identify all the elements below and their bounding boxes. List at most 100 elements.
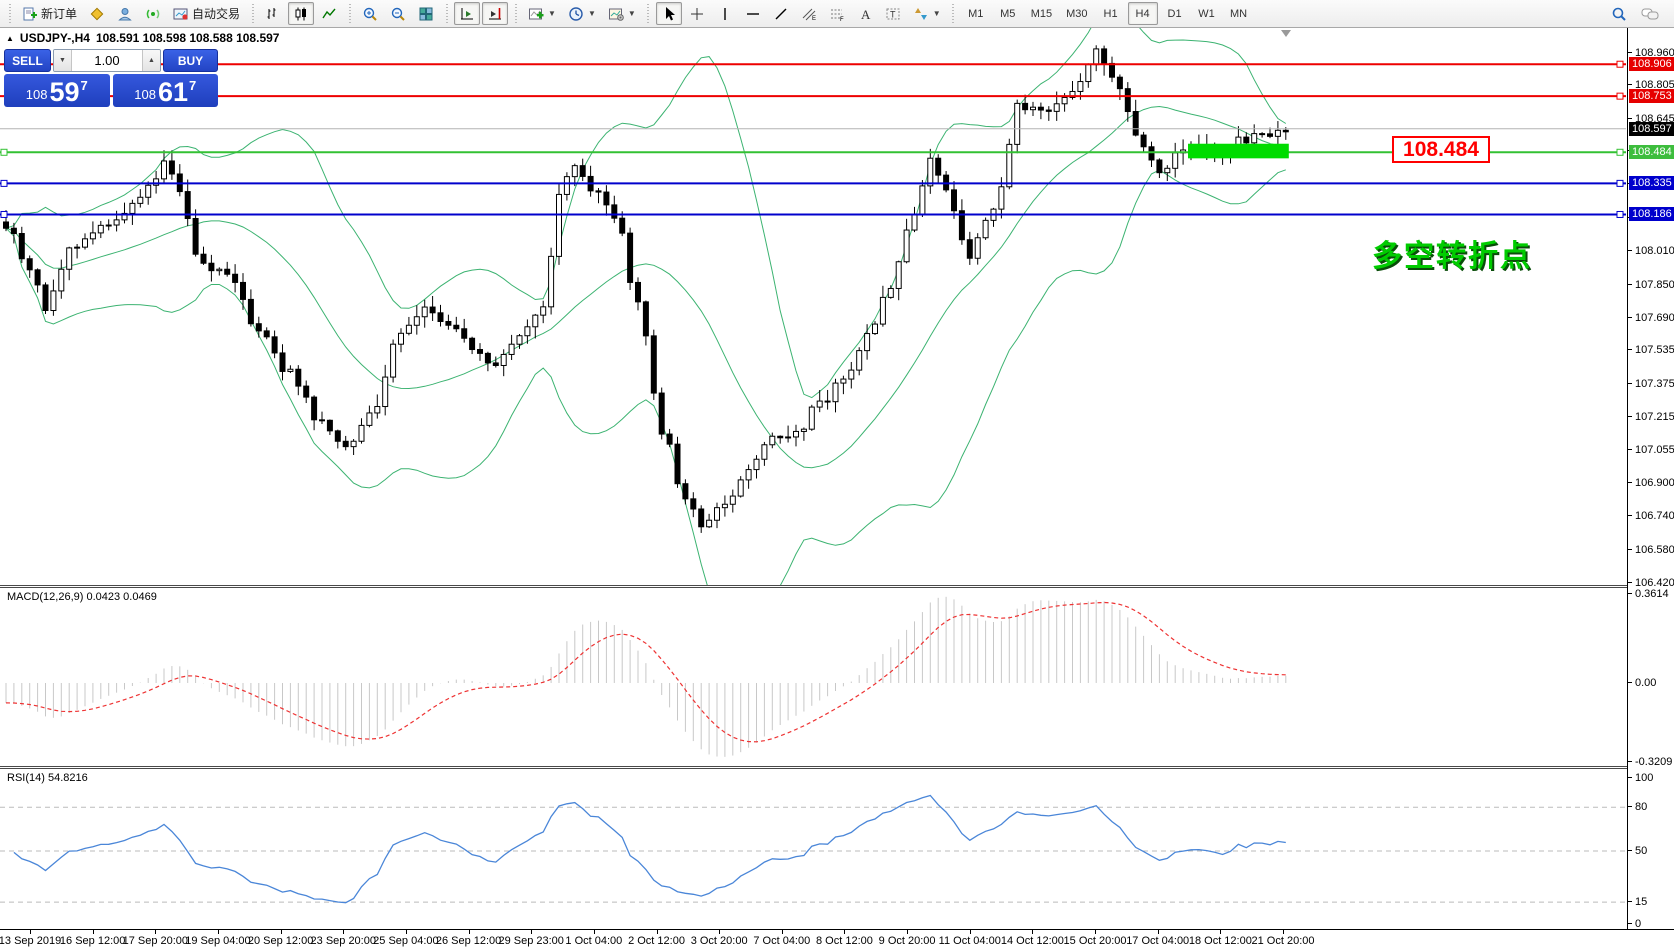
candlestick-button[interactable] [288,2,315,25]
timeframe-button-d1[interactable]: D1 [1160,2,1190,25]
arrows-button[interactable]: ▼ [908,2,946,25]
macd-chart[interactable] [0,588,1627,766]
vertical-line-button[interactable] [712,2,738,25]
time-axis-label: 29 Sep 23:00 [498,935,564,947]
rsi-tick-label: 100 [1628,771,1653,785]
timeframe-button-h4[interactable]: H4 [1127,2,1158,25]
bar-chart-icon [265,6,281,22]
community-button[interactable] [112,2,138,25]
zoom-in-button[interactable] [357,2,383,25]
text-label-button[interactable]: T [880,2,906,25]
time-tick [531,930,533,934]
time-axis-label: 15 Oct 20:00 [1063,935,1127,947]
rsi-chart[interactable] [0,769,1627,929]
cursor-button[interactable] [655,2,682,25]
volume-input[interactable]: 1.00 [72,50,142,71]
autoscroll-button[interactable] [454,2,481,25]
highlight-zone[interactable] [1188,143,1289,159]
search-button[interactable] [1606,2,1632,25]
chat-button[interactable] [1636,2,1664,25]
timeframe-button-m1[interactable]: M1 [961,2,991,25]
time-axis[interactable]: 13 Sep 2019 16 Sep 12:00 17 Sep 20:00 19 Se… [0,929,1674,950]
arrows-icon [913,6,929,22]
volume-decrease-button[interactable]: ▼ [54,50,72,71]
chart-pane-rsi[interactable]: RSI(14) 54.8216 [0,769,1627,929]
pane-splitter[interactable] [0,766,1674,769]
time-axis-label: 7 Oct 04:00 [753,935,811,947]
timeframe-button-m5[interactable]: M5 [993,2,1023,25]
candlestick-chart[interactable] [0,28,1627,585]
new-order-button[interactable]: 新订单 [17,2,82,25]
horizontal-lines-layer[interactable] [0,60,1626,218]
search-icon [1611,6,1627,22]
horizontal-line-button[interactable] [740,2,766,25]
price-line-label: 108.484 [1629,145,1674,160]
toolbar-grip[interactable] [513,3,519,24]
text-button[interactable]: A [852,2,878,25]
periods-button[interactable]: ▼ [563,2,601,25]
price-line-label: 108.597 [1629,121,1674,136]
time-axis-label: 2 Oct 12:00 [628,935,685,947]
toolbar-grip[interactable] [444,3,450,24]
bar-chart-button[interactable] [260,2,286,25]
turning-point-label[interactable]: 多空转折点 [1372,240,1532,273]
trendline-icon [773,6,789,22]
crosshair-icon [689,6,705,22]
toolbar-grip[interactable] [7,3,12,24]
crosshair-button[interactable] [684,2,710,25]
price-annotation-box[interactable]: 108.484 [1392,136,1490,163]
new-order-icon [22,6,38,22]
chart-pane-main[interactable]: ▲ USDJPY-,H4 108.591 108.598 108.588 108… [0,28,1627,585]
buy-button[interactable]: BUY [163,49,218,72]
toolbar-grip[interactable] [645,3,651,24]
timeframe-button-h1[interactable]: H1 [1096,2,1126,25]
macd-tick-label: 0.3614 [1628,587,1669,601]
chart-pane-macd[interactable]: MACD(12,26,9) 0.0423 0.0469 [0,588,1627,766]
toolbar-grip[interactable] [250,3,256,24]
timeframe-button-w1[interactable]: W1 [1192,2,1222,25]
bollinger-bands-layer [5,28,1287,585]
time-axis-label: 18 Oct 12:00 [1188,935,1252,947]
candlestick-icon [293,6,309,22]
trendline-button[interactable] [768,2,794,25]
sell-button[interactable]: SELL [4,49,51,72]
pane-splitter[interactable] [0,585,1674,588]
timeframe-button-mn[interactable]: MN [1224,2,1254,25]
channel-button[interactable]: E [796,2,822,25]
price-tick-label: 106.580 [1628,543,1674,557]
time-tick [468,930,470,934]
text-label-icon: T [885,6,901,22]
collapse-panel-icon[interactable]: ▲ [6,33,14,43]
volume-increase-button[interactable]: ▲ [142,50,160,71]
toolbar-grip[interactable] [347,3,353,24]
chart-quotes: 108.591 108.598 108.588 108.597 [95,31,280,45]
sell-price-display[interactable]: 108 59 7 [4,74,110,107]
market-button[interactable] [84,2,110,25]
signals-button[interactable] [140,2,166,25]
svg-text:F: F [840,17,844,22]
time-tick [343,930,345,934]
templates-button[interactable]: ▼ [603,2,641,25]
zoom-out-button[interactable] [385,2,411,25]
fibonacci-button[interactable]: F [824,2,850,25]
indicators-button[interactable]: ▼ [523,2,561,25]
autotrading-button[interactable]: 自动交易 [168,2,245,25]
macd-tick-label: -0.3209 [1628,755,1672,769]
toolbar-grip[interactable] [950,3,956,24]
price-tick-label: 108.645 [1628,112,1674,126]
price-tick-label: 107.055 [1628,443,1674,457]
fibonacci-icon: F [829,6,845,22]
buy-price-display[interactable]: 108 61 7 [112,74,218,107]
main-toolbar: 新订单 自动交易 ▼ ▼ ▼ E F A T ▼ M1 M5 M15 M30 H1 H4 D… [0,0,1674,28]
chart-shift-button[interactable] [482,2,509,25]
line-chart-button[interactable] [316,2,342,25]
chart-shift-marker[interactable] [1281,30,1291,37]
candles-layer [3,45,1289,533]
zoom-in-icon [362,6,378,22]
macd-indicator-label: MACD(12,26,9) 0.0423 0.0469 [7,591,157,603]
price-axis[interactable]: 108.960108.805108.645108.490108.330108.1… [1627,28,1674,930]
timeframe-button-m30[interactable]: M30 [1060,2,1093,25]
chart-title: ▲ USDJPY-,H4 108.591 108.598 108.588 108… [6,31,279,45]
tile-windows-button[interactable] [413,2,439,25]
timeframe-button-m15[interactable]: M15 [1025,2,1058,25]
